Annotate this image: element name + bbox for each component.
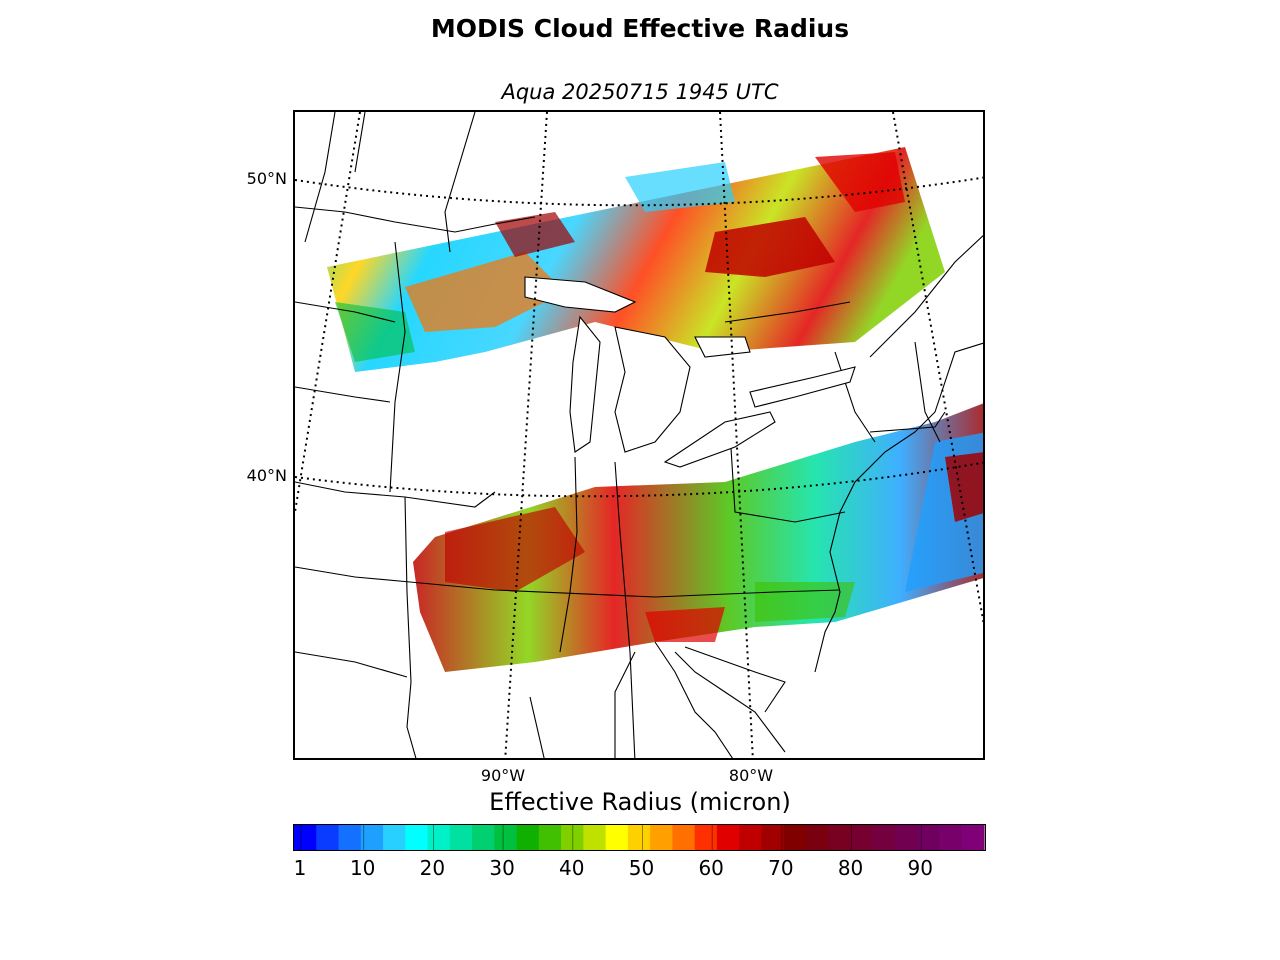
colorbar-swatch xyxy=(739,825,763,850)
lat-label-40n: 40°N xyxy=(246,466,287,485)
colorbar-tick-label: 1 xyxy=(293,856,307,880)
cloud-swath-north xyxy=(327,147,945,372)
colorbar-swatch xyxy=(805,825,829,850)
colorbar-swatch xyxy=(338,825,362,850)
colorbar-tick-label: 20 xyxy=(419,856,446,880)
colorbar-swatch xyxy=(672,825,696,850)
colorbar-swatch xyxy=(716,825,740,850)
colorbar-tick-label: 60 xyxy=(698,856,724,880)
cloud-swath-south xyxy=(413,403,983,672)
colorbar-swatch xyxy=(694,825,718,850)
map-panel xyxy=(293,110,985,760)
colorbar-swatch xyxy=(917,825,941,850)
lon-label-90w: 90°W xyxy=(480,766,526,785)
colorbar-swatch xyxy=(316,825,340,850)
colorbar xyxy=(293,824,986,851)
colorbar-swatch xyxy=(294,825,317,850)
colorbar-tick-label: 50 xyxy=(628,856,655,880)
chart-subtitle: Aqua 20250715 1945 UTC xyxy=(501,80,779,104)
colorbar-swatch xyxy=(449,825,473,850)
colorbar-swatch xyxy=(894,825,918,850)
colorbar-tick-label: 90 xyxy=(907,856,933,880)
great-lakes-outline xyxy=(524,276,856,468)
colorbar-swatch xyxy=(538,825,562,850)
colorbar-swatch xyxy=(761,825,785,850)
chart-title: MODIS Cloud Effective Radius xyxy=(430,14,850,43)
colorbar-tick-label: 30 xyxy=(489,856,515,880)
colorbar-swatch xyxy=(472,825,495,850)
colorbar-swatch xyxy=(383,825,406,850)
colorbar-tick-label: 70 xyxy=(768,856,794,880)
colorbar-swatch xyxy=(427,825,451,850)
colorbar-swatch xyxy=(605,825,629,850)
colorbar-swatch xyxy=(961,825,985,850)
colorbar-swatch xyxy=(360,825,384,850)
colorbar-swatch xyxy=(872,825,896,850)
colorbar-swatch xyxy=(939,825,963,850)
colorbar-tick-label: 40 xyxy=(559,856,585,880)
colorbar-tick-label: 80 xyxy=(837,856,864,880)
colorbar-title: Effective Radius (micron) xyxy=(489,788,791,816)
colorbar-swatch xyxy=(627,825,651,850)
atlantic-coastline xyxy=(674,234,983,753)
map-canvas xyxy=(295,112,983,758)
colorbar-swatch xyxy=(516,825,540,850)
colorbar-swatch xyxy=(850,825,874,850)
lat-label-50n: 50°N xyxy=(246,169,287,188)
colorbar-swatches xyxy=(294,825,985,850)
lat-lon-gridlines xyxy=(295,112,983,758)
colorbar-swatch xyxy=(783,825,807,850)
colorbar-swatch xyxy=(583,825,607,850)
colorbar-swatch xyxy=(828,825,852,850)
colorbar-swatch xyxy=(494,825,518,850)
map-boundaries xyxy=(295,112,946,758)
colorbar-swatch xyxy=(405,825,429,850)
lon-label-80w: 80°W xyxy=(728,766,774,785)
colorbar-tick-label: 10 xyxy=(349,856,376,880)
colorbar-swatch xyxy=(650,825,673,850)
